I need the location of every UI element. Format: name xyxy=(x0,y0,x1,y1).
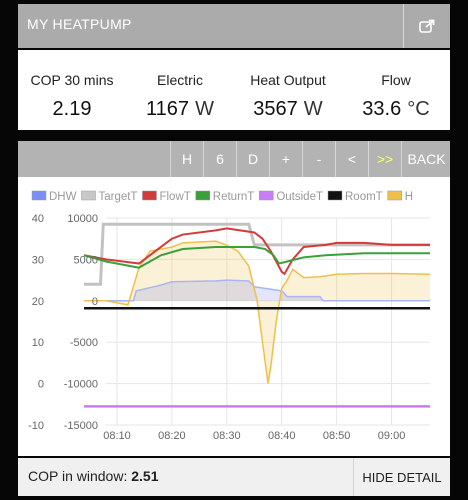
external-link-button[interactable] xyxy=(403,4,450,48)
legend-swatch-h xyxy=(387,190,402,201)
y-right-tick-label: -10000 xyxy=(64,379,98,391)
legend-swatch-outsidet xyxy=(259,190,274,201)
zoom-out-button[interactable]: - xyxy=(302,141,335,177)
series-returnt-line xyxy=(83,245,430,269)
stat-value: 2.19 xyxy=(52,98,92,120)
y-left-tick-label: 20 xyxy=(32,296,44,308)
series-dhw-line xyxy=(84,279,430,302)
y-right-tick-label: -15000 xyxy=(64,420,98,432)
chart-legend: DHW TargetT FlowT ReturnT OutsideT RoomT H xyxy=(31,190,413,203)
legend-swatch-targett xyxy=(81,190,96,201)
stat-value: 3567 W xyxy=(253,98,323,120)
legend-swatch-flowt xyxy=(142,190,157,201)
footer-bar: COP in window: 2.51 HIDE DETAIL xyxy=(18,458,450,496)
x-tick-label: 08:50 xyxy=(323,430,351,442)
legend-swatch-roomt xyxy=(327,190,343,201)
heatpump-chart[interactable]: DHW TargetT FlowT ReturnT OutsideT RoomT H -10… xyxy=(18,185,450,455)
app-title: MY HEATPUMP xyxy=(27,16,132,32)
legend-swatch-returnt xyxy=(195,190,211,201)
stat-label: Flow xyxy=(381,72,411,88)
chart-panel: H 6 D + - < >> BACK DHW TargetT FlowT Retur… xyxy=(18,141,450,456)
y-right-tick-label: 0 xyxy=(92,296,98,308)
stat-cop: COP 30 mins 2.19 xyxy=(18,50,126,130)
stat-flow: Flow 33.6 °C xyxy=(342,50,450,130)
header-bar: MY HEATPUMP xyxy=(18,4,450,48)
series-dhw-area xyxy=(84,280,430,301)
y-right-tick-label: -5000 xyxy=(70,337,98,349)
back-button[interactable]: BACK xyxy=(401,141,451,177)
series-targett-line xyxy=(84,222,430,286)
x-tick-label: 08:10 xyxy=(103,430,131,442)
series-flowt-line xyxy=(83,227,430,276)
stat-label: Heat Output xyxy=(250,72,326,88)
cop-in-window: COP in window: 2.51 xyxy=(28,468,159,484)
y-right-tick-label: 5000 xyxy=(74,254,98,266)
x-tick-label: 08:30 xyxy=(213,430,241,442)
pan-left-button[interactable]: < xyxy=(335,141,368,177)
y-left-tick-label: 0 xyxy=(38,379,44,391)
chart-toolbar: H 6 D + - < >> BACK xyxy=(18,141,450,177)
stat-heat-output: Heat Output 3567 W xyxy=(234,50,342,130)
stat-electric: Electric 1167 W xyxy=(126,50,234,130)
legend-label-flowt: FlowT xyxy=(159,191,190,203)
chart-axes: -10 0 10 20 30 40 -15000 -10000 -5000 0 5000 10000 0… xyxy=(28,213,405,442)
stats-panel: COP 30 mins 2.19 Electric 1167 W Heat Out… xyxy=(18,50,450,130)
y-left-tick-label: 40 xyxy=(32,213,44,225)
y-left-tick-label: 30 xyxy=(32,254,44,266)
legend-label-targett: TargetT xyxy=(98,191,137,203)
x-tick-label: 09:00 xyxy=(378,430,406,442)
series-h-line xyxy=(84,240,431,384)
legend-label-roomt: RoomT xyxy=(345,191,383,203)
chart-plot-area xyxy=(83,222,431,408)
legend-label-h: H xyxy=(405,191,413,203)
x-tick-label: 08:40 xyxy=(268,430,296,442)
legend-label-returnt: ReturnT xyxy=(213,191,255,203)
external-link-icon xyxy=(419,19,435,33)
y-right-tick-label: 10000 xyxy=(67,213,98,225)
hour-button[interactable]: H xyxy=(170,141,203,177)
series-h-area xyxy=(84,241,430,384)
stat-value: 33.6 °C xyxy=(362,98,430,120)
day-button[interactable]: D xyxy=(236,141,269,177)
legend-label-dhw: DHW xyxy=(49,191,77,203)
stat-label: Electric xyxy=(157,72,203,88)
hide-detail-button[interactable]: HIDE DETAIL xyxy=(353,458,450,496)
six-hour-button[interactable]: 6 xyxy=(203,141,236,177)
pan-right-button[interactable]: >> xyxy=(368,141,401,177)
cop-in-window-value: 2.51 xyxy=(131,468,159,484)
x-tick-label: 08:20 xyxy=(158,430,186,442)
legend-label-outsidet: OutsideT xyxy=(276,191,323,203)
stat-value: 1167 W xyxy=(146,98,214,120)
stat-label: COP 30 mins xyxy=(30,72,114,88)
y-left-tick-label: 10 xyxy=(32,337,44,349)
y-left-tick-label: -10 xyxy=(28,420,44,432)
legend-swatch-dhw xyxy=(31,190,47,201)
zoom-in-button[interactable]: + xyxy=(269,141,302,177)
